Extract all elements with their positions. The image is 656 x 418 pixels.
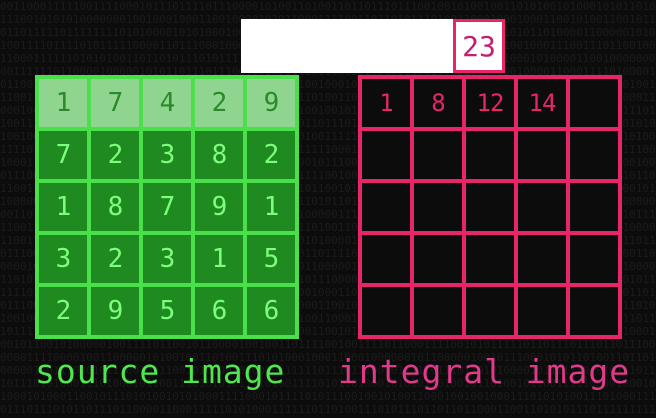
integral-cell: 12 — [464, 77, 516, 129]
integral-cell — [412, 285, 464, 337]
source-cell: 9 — [193, 181, 245, 233]
source-cell: 7 — [141, 181, 193, 233]
source-cell: 3 — [37, 233, 89, 285]
integral-cell — [568, 285, 620, 337]
source-cell: 9 — [89, 285, 141, 337]
integral-cell — [568, 181, 620, 233]
integral-cell — [516, 233, 568, 285]
integral-cell — [516, 129, 568, 181]
integral-cell — [412, 129, 464, 181]
integral-cell — [516, 285, 568, 337]
source-cell: 2 — [89, 129, 141, 181]
integral-cell: 1 — [360, 77, 412, 129]
integral-cell — [464, 285, 516, 337]
integral-cell — [568, 233, 620, 285]
source-cell: 5 — [141, 285, 193, 337]
integral-cell — [360, 233, 412, 285]
source-cell: 7 — [37, 129, 89, 181]
integral-cell — [464, 129, 516, 181]
source-image-label: source image — [35, 352, 286, 391]
integral-cell: 8 — [412, 77, 464, 129]
current-sum-value: 23 — [462, 29, 496, 63]
integral-cell — [464, 233, 516, 285]
integral-cell — [412, 181, 464, 233]
source-cell: 8 — [89, 181, 141, 233]
source-cell: 7 — [89, 77, 141, 129]
source-cell: 2 — [193, 77, 245, 129]
current-sum-box: 23 — [453, 19, 505, 73]
integral-cell — [360, 285, 412, 337]
source-cell: 4 — [141, 77, 193, 129]
source-cell: 9 — [245, 77, 297, 129]
source-cell: 3 — [141, 233, 193, 285]
source-cell: 1 — [193, 233, 245, 285]
source-cell: 6 — [193, 285, 245, 337]
integral-cell — [412, 233, 464, 285]
source-cell: 8 — [193, 129, 245, 181]
integral-cell: 14 — [516, 77, 568, 129]
integral-image-label: integral image — [338, 352, 631, 391]
source-cell: 2 — [89, 233, 141, 285]
integral-cell — [516, 181, 568, 233]
source-cell: 2 — [37, 285, 89, 337]
integral-cell — [568, 77, 620, 129]
source-cell: 2 — [245, 129, 297, 181]
source-cell: 1 — [245, 181, 297, 233]
integral-cell — [568, 129, 620, 181]
integral-cell — [360, 181, 412, 233]
top-bar — [241, 19, 453, 73]
source-cell: 3 — [141, 129, 193, 181]
source-cell: 6 — [245, 285, 297, 337]
integral-cell — [360, 129, 412, 181]
integral-cell — [464, 181, 516, 233]
source-cell: 1 — [37, 181, 89, 233]
integral-image-grid: 1 8 12 14 — [358, 75, 622, 339]
source-cell: 5 — [245, 233, 297, 285]
source-cell: 1 — [37, 77, 89, 129]
